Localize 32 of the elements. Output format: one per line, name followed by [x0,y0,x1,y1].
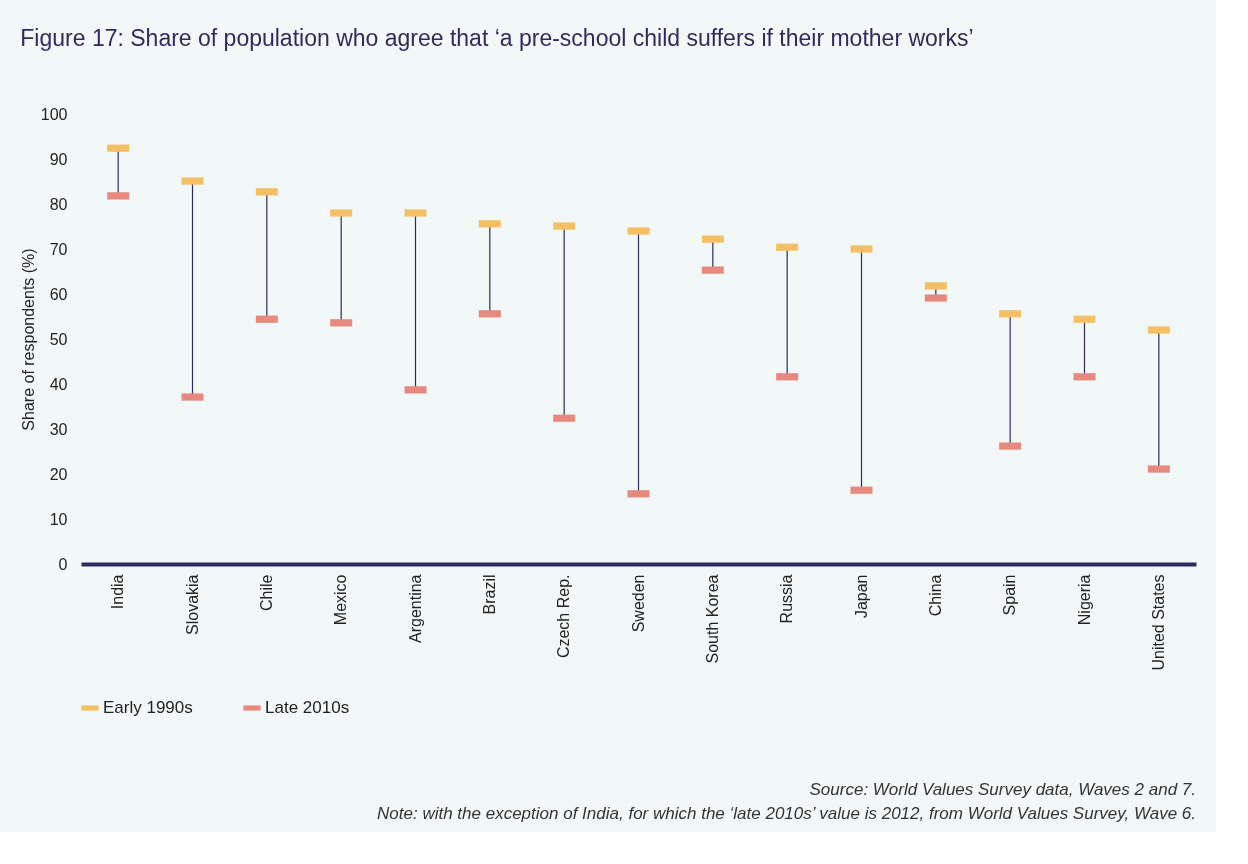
x-tick-label: Czech Rep. [555,574,573,659]
x-tick-label: Mexico [332,574,350,626]
text: Note: with the exception of India, for which the ‘late 2010s’ value is 2012, from World Values Survey, Wave 6. [377,804,1196,823]
y-tick-label: 40 [49,375,68,393]
x-tick-label: Nigeria [1075,574,1093,626]
y-tick-label: 70 [49,240,68,258]
x-tick-label: Sweden [629,574,647,633]
x-tick-label: United States [1149,574,1167,671]
y-tick-label: 30 [49,420,68,438]
y-tick-label: 50 [49,330,68,348]
x-tick-label: Japan [852,574,870,619]
x-tick-label: Argentina [406,574,424,643]
x-tick-label: China [926,574,944,617]
y-tick-label: 80 [49,195,68,213]
y-tick-label: 10 [49,510,68,528]
x-tick-label: Spain [1001,574,1019,616]
source-note: Source: World Values Survey data, Waves 2 and 7. [809,780,1196,799]
y-tick-label: 60 [49,285,68,303]
chart-title: Figure 17: Share of population who agree that ‘a pre-school child suffers if their mother works’ [20,25,974,51]
y-tick-label: 90 [49,150,68,168]
x-tick-label: Brazil [480,574,498,615]
x-tick-label: Russia [778,574,796,624]
x-tick-label: Chile [257,574,275,611]
x-tick-label: Slovakia [183,574,201,635]
legend-label: Early 1990s [103,698,193,717]
y-tick-label: 20 [49,465,68,483]
x-tick-label: South Korea [703,574,721,664]
y-axis-title: Share of respondents (%) [19,248,37,431]
y-tick-label: 100 [40,105,68,123]
y-tick-label: 0 [58,555,68,573]
legend-label: Late 2010s [265,698,350,717]
x-tick-label: India [109,574,127,610]
